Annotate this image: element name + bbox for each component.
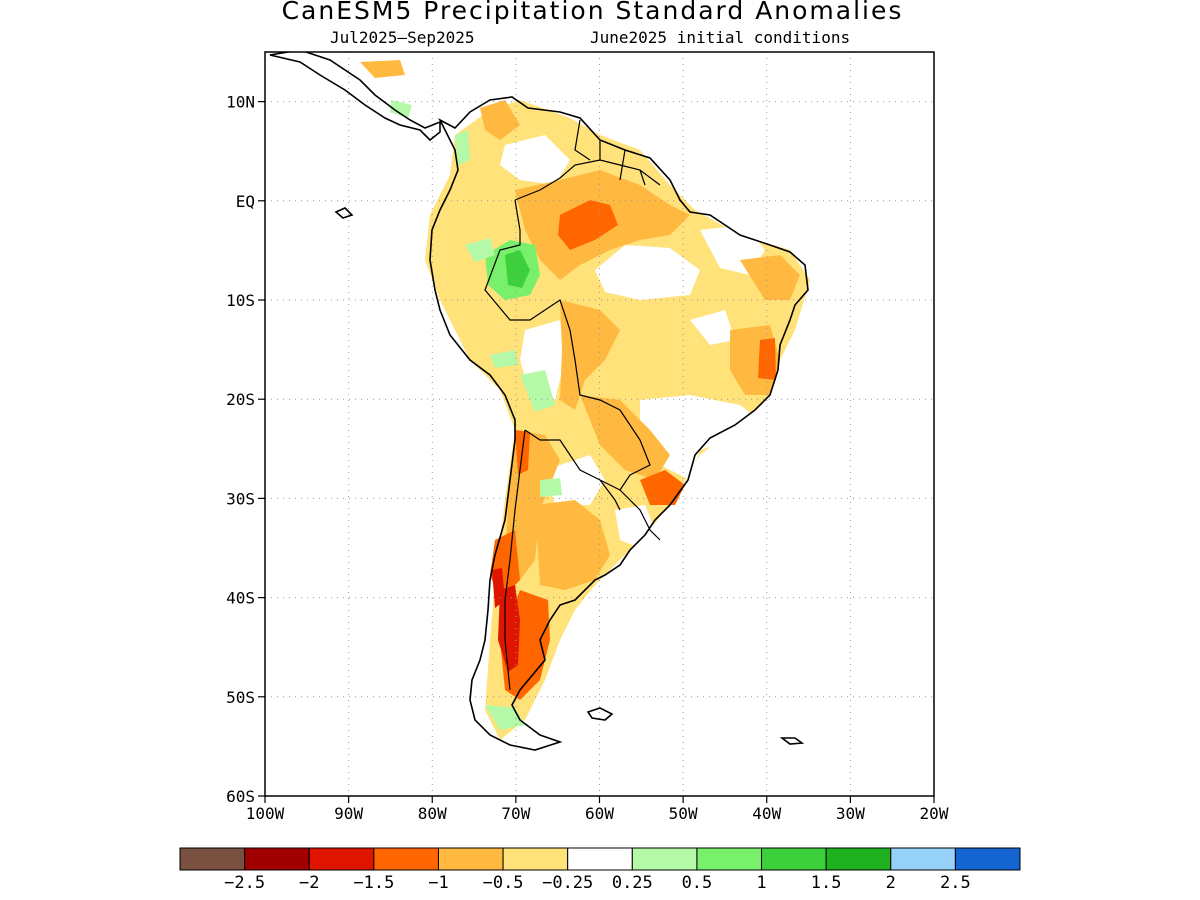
chart-title: CanESM5 Precipitation Standard Anomalies — [281, 0, 904, 25]
anomaly-region-light-green — [390, 100, 412, 118]
anomaly-region-white — [500, 135, 570, 185]
lon-tick-label: 50W — [669, 804, 698, 823]
anomaly-region-white — [690, 310, 735, 345]
anomaly-region-dark-orange — [640, 470, 685, 505]
colorbar-swatch — [244, 847, 310, 871]
lat-tick-label: 20S — [226, 390, 255, 409]
lon-tick-label: 20W — [920, 804, 949, 823]
colorbar: −2.5 −2 −1.5 −1 −0.5 −0.25 0.25 0.5 1 1.5 2 2.5 — [179, 847, 1021, 893]
lon-tick-label: 60W — [585, 804, 614, 823]
colorbar-swatch — [890, 847, 956, 871]
colorbar-swatch — [567, 847, 633, 871]
colorbar-swatch — [502, 847, 569, 871]
anomaly-shading — [360, 60, 810, 740]
anomaly-region-white — [615, 505, 655, 548]
colorbar-swatch — [373, 847, 439, 871]
anomaly-region-light-green — [490, 350, 518, 368]
colorbar-label: 0.25 — [612, 873, 653, 893]
anomaly-region-light-green — [465, 238, 495, 262]
anomaly-region-orange — [740, 255, 800, 300]
colorbar-label: −0.5 — [483, 873, 524, 893]
anomaly-region-bright-green — [505, 250, 530, 288]
colorbar-label: 2.5 — [940, 873, 971, 893]
forecast-period: Jul2025–Sep2025 — [330, 28, 475, 47]
lat-tick-label: EQ — [236, 192, 255, 211]
anomaly-region-white — [595, 245, 700, 300]
lat-tick-label: 50S — [226, 688, 255, 707]
lat-tick-label: 10S — [226, 291, 255, 310]
anomaly-region-orange — [360, 60, 405, 78]
anomaly-region-dark-orange — [558, 200, 618, 250]
lon-tick-label: 30W — [836, 804, 865, 823]
axis-ticks — [258, 100, 935, 803]
colorbar-label: −1.5 — [353, 873, 394, 893]
falkland-islands — [586, 707, 614, 721]
anomaly-region-red — [492, 568, 505, 608]
colorbar-label: −0.25 — [542, 873, 593, 893]
colorbar-swatch — [437, 847, 504, 871]
anomaly-region-red — [498, 585, 520, 672]
lat-tick-label: 60S — [226, 787, 255, 806]
colorbar-label: 1.5 — [811, 873, 842, 893]
country-borders — [484, 119, 661, 691]
lat-tick-label: 30S — [226, 489, 255, 508]
central-america-coastline — [269, 52, 441, 142]
colorbar-label: −2 — [299, 873, 319, 893]
colorbar-label: 2 — [886, 873, 896, 893]
lon-tick-label: 40W — [752, 804, 781, 823]
colorbar-swatch — [179, 847, 246, 871]
colorbar-swatch — [308, 847, 375, 871]
colorbar-swatch — [696, 847, 763, 871]
colorbar-label: 1 — [756, 873, 766, 893]
anomaly-region-orange — [535, 500, 610, 590]
lon-tick-label: 80W — [418, 804, 447, 823]
map-gridlines — [265, 52, 934, 796]
anomaly-region-orange — [560, 300, 620, 410]
coastlines — [269, 52, 809, 751]
south-america-coastline — [429, 96, 809, 751]
south-georgia — [779, 737, 805, 745]
lat-tick-label: 40S — [226, 589, 255, 608]
colorbar-swatch — [761, 847, 827, 871]
colorbar-label: 0.5 — [682, 873, 713, 893]
colorbar-label: −2.5 — [224, 873, 265, 893]
galapagos-islands — [334, 207, 354, 219]
colorbar-swatch — [825, 847, 892, 871]
lon-tick-label: 70W — [501, 804, 530, 823]
lat-tick-label: 10N — [226, 93, 255, 112]
anomaly-region-light-green — [540, 478, 562, 497]
colorbar-label: −1 — [428, 873, 448, 893]
anomaly-region-orange — [480, 100, 520, 140]
lon-tick-label: 90W — [334, 804, 363, 823]
anomaly-region-light-green — [455, 130, 470, 165]
colorbar-swatch — [631, 847, 698, 871]
lon-tick-label: 100W — [246, 804, 285, 823]
anomaly-region-light-green — [520, 370, 555, 412]
initial-conditions: June2025 initial conditions — [590, 28, 851, 47]
colorbar-swatch — [954, 847, 1021, 871]
anomaly-region-white — [640, 395, 760, 480]
